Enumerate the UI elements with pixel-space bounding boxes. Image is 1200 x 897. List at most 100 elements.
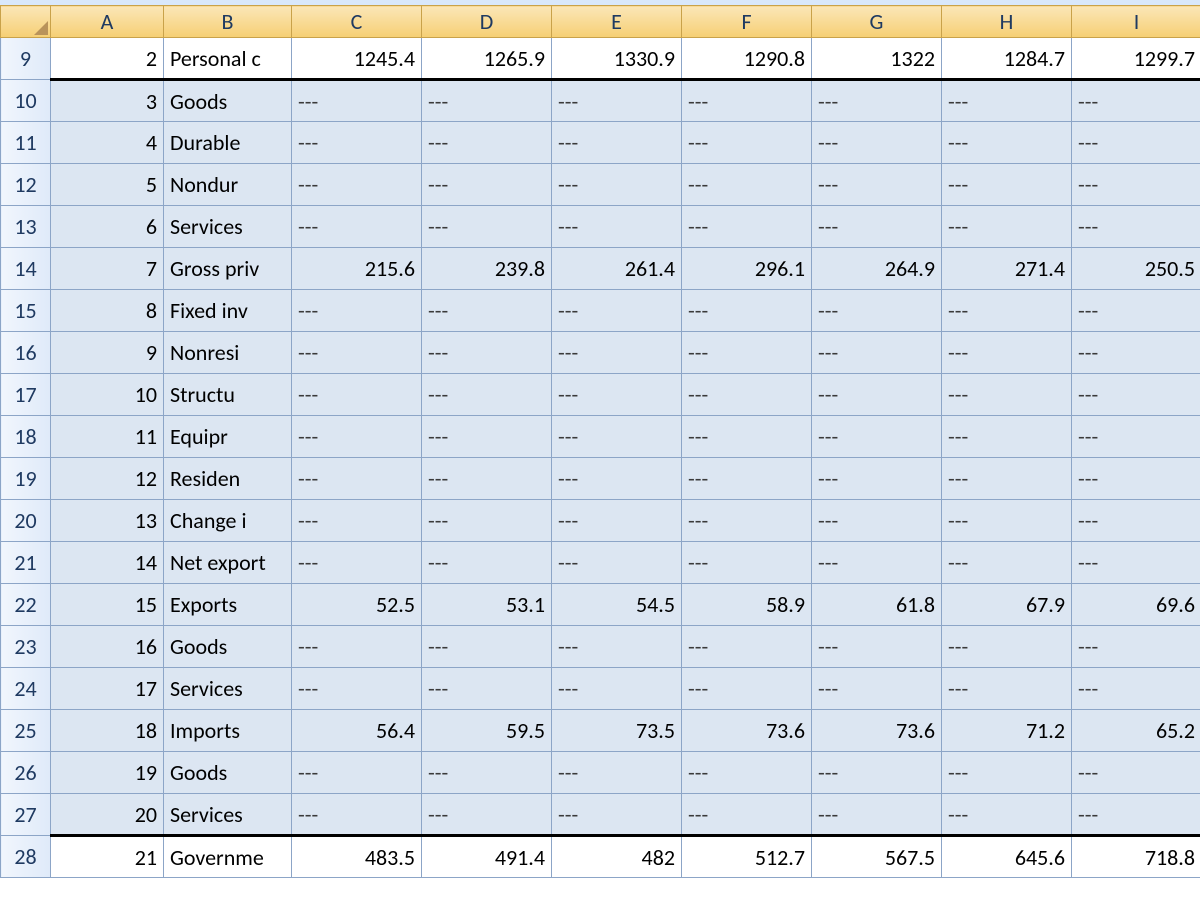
cell[interactable]: Goods <box>164 752 292 794</box>
cell[interactable]: --- <box>1072 332 1200 374</box>
cell[interactable]: 14 <box>51 542 164 584</box>
cell[interactable]: --- <box>422 500 552 542</box>
cell[interactable]: 71.2 <box>942 710 1072 752</box>
cell[interactable]: 61.8 <box>812 584 942 626</box>
cell[interactable]: --- <box>552 500 682 542</box>
cell[interactable]: --- <box>292 752 422 794</box>
cell[interactable]: 5 <box>51 164 164 206</box>
cell[interactable]: --- <box>812 626 942 668</box>
cell[interactable]: --- <box>422 164 552 206</box>
cell[interactable]: 10 <box>51 374 164 416</box>
cell[interactable]: Services <box>164 206 292 248</box>
select-all-corner[interactable] <box>1 6 51 38</box>
cell[interactable]: --- <box>422 668 552 710</box>
cell[interactable]: Net export <box>164 542 292 584</box>
cell[interactable]: 1265.9 <box>422 38 552 80</box>
cell[interactable]: Goods <box>164 80 292 122</box>
cell[interactable]: --- <box>812 80 942 122</box>
cell[interactable]: 567.5 <box>812 836 942 878</box>
cell[interactable]: --- <box>292 668 422 710</box>
cell[interactable]: 17 <box>51 668 164 710</box>
cell[interactable]: --- <box>552 122 682 164</box>
cell[interactable]: Change i <box>164 500 292 542</box>
row-header-17[interactable]: 17 <box>1 374 51 416</box>
cell[interactable]: --- <box>552 794 682 836</box>
row-header-19[interactable]: 19 <box>1 458 51 500</box>
cell[interactable]: 2 <box>51 38 164 80</box>
cell[interactable]: --- <box>812 374 942 416</box>
cell[interactable]: 21 <box>51 836 164 878</box>
cell[interactable]: Governme <box>164 836 292 878</box>
row-header-12[interactable]: 12 <box>1 164 51 206</box>
cell[interactable]: --- <box>812 122 942 164</box>
cell[interactable]: --- <box>422 80 552 122</box>
row-header-11[interactable]: 11 <box>1 122 51 164</box>
cell[interactable]: --- <box>682 122 812 164</box>
cell[interactable]: --- <box>1072 80 1200 122</box>
cell[interactable]: Equipr <box>164 416 292 458</box>
cell[interactable]: --- <box>942 542 1072 584</box>
cell[interactable]: --- <box>552 374 682 416</box>
cell[interactable]: --- <box>942 458 1072 500</box>
spreadsheet-grid[interactable]: A B C D E F G H I 92Personal c1245.41265… <box>0 5 1200 878</box>
row-header-26[interactable]: 26 <box>1 752 51 794</box>
cell[interactable]: --- <box>292 416 422 458</box>
cell[interactable]: --- <box>942 290 1072 332</box>
cell[interactable]: --- <box>422 542 552 584</box>
cell[interactable]: 16 <box>51 626 164 668</box>
cell[interactable]: --- <box>292 206 422 248</box>
row-header-28[interactable]: 28 <box>1 836 51 878</box>
cell[interactable]: 69.6 <box>1072 584 1200 626</box>
cell[interactable]: 15 <box>51 584 164 626</box>
cell[interactable]: 56.4 <box>292 710 422 752</box>
cell[interactable]: --- <box>292 458 422 500</box>
cell[interactable]: --- <box>812 794 942 836</box>
cell[interactable]: --- <box>682 80 812 122</box>
row-header-20[interactable]: 20 <box>1 500 51 542</box>
cell[interactable]: 296.1 <box>682 248 812 290</box>
cell[interactable]: 19 <box>51 752 164 794</box>
cell[interactable]: --- <box>422 122 552 164</box>
cell[interactable]: 512.7 <box>682 836 812 878</box>
cell[interactable]: --- <box>292 626 422 668</box>
cell[interactable]: 215.6 <box>292 248 422 290</box>
row-header-25[interactable]: 25 <box>1 710 51 752</box>
cell[interactable]: --- <box>812 206 942 248</box>
cell[interactable]: 3 <box>51 80 164 122</box>
cell[interactable]: 1290.8 <box>682 38 812 80</box>
cell[interactable]: 58.9 <box>682 584 812 626</box>
cell[interactable]: --- <box>682 458 812 500</box>
cell[interactable]: 718.8 <box>1072 836 1200 878</box>
cell[interactable]: --- <box>422 752 552 794</box>
cell[interactable]: --- <box>942 80 1072 122</box>
cell[interactable]: --- <box>292 374 422 416</box>
col-header-C[interactable]: C <box>292 6 422 38</box>
cell[interactable]: 1330.9 <box>552 38 682 80</box>
cell[interactable]: --- <box>942 332 1072 374</box>
cell[interactable]: --- <box>552 542 682 584</box>
cell[interactable]: 4 <box>51 122 164 164</box>
cell[interactable]: 250.5 <box>1072 248 1200 290</box>
cell[interactable]: --- <box>292 542 422 584</box>
col-header-H[interactable]: H <box>942 6 1072 38</box>
cell[interactable]: 483.5 <box>292 836 422 878</box>
cell[interactable]: --- <box>812 290 942 332</box>
cell[interactable]: --- <box>422 794 552 836</box>
cell[interactable]: --- <box>942 752 1072 794</box>
cell[interactable]: --- <box>422 458 552 500</box>
cell[interactable]: --- <box>292 794 422 836</box>
col-header-A[interactable]: A <box>51 6 164 38</box>
cell[interactable]: 264.9 <box>812 248 942 290</box>
cell[interactable]: Gross priv <box>164 248 292 290</box>
cell[interactable]: --- <box>552 458 682 500</box>
row-header-24[interactable]: 24 <box>1 668 51 710</box>
row-header-22[interactable]: 22 <box>1 584 51 626</box>
cell[interactable]: 13 <box>51 500 164 542</box>
cell[interactable]: --- <box>682 164 812 206</box>
col-header-F[interactable]: F <box>682 6 812 38</box>
cell[interactable]: --- <box>812 416 942 458</box>
cell[interactable]: --- <box>1072 794 1200 836</box>
cell[interactable]: 67.9 <box>942 584 1072 626</box>
cell[interactable]: 73.6 <box>682 710 812 752</box>
cell[interactable]: 18 <box>51 710 164 752</box>
